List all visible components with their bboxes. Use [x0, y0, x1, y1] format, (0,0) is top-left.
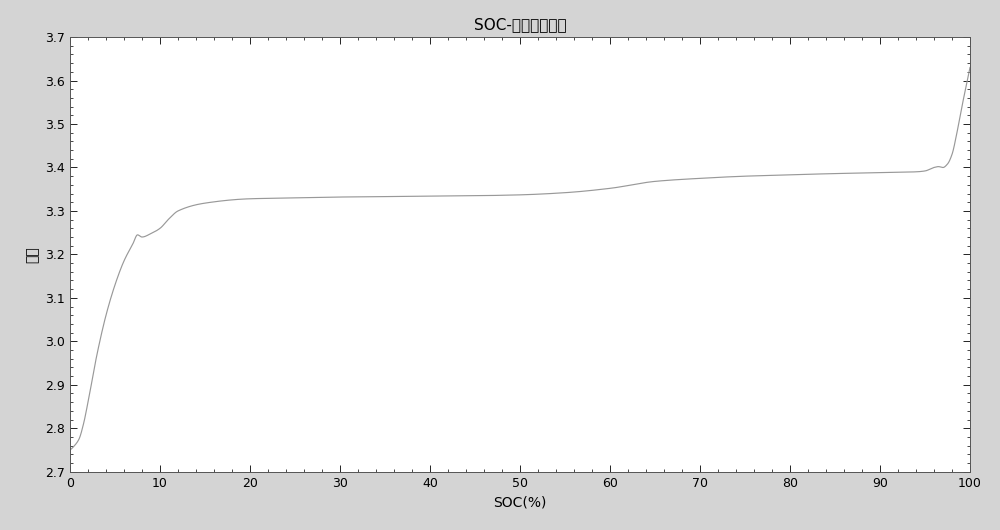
X-axis label: SOC(%): SOC(%) [493, 495, 547, 509]
Y-axis label: 电压: 电压 [26, 246, 40, 263]
Title: SOC-电芯电压曲线: SOC-电芯电压曲线 [474, 17, 566, 32]
